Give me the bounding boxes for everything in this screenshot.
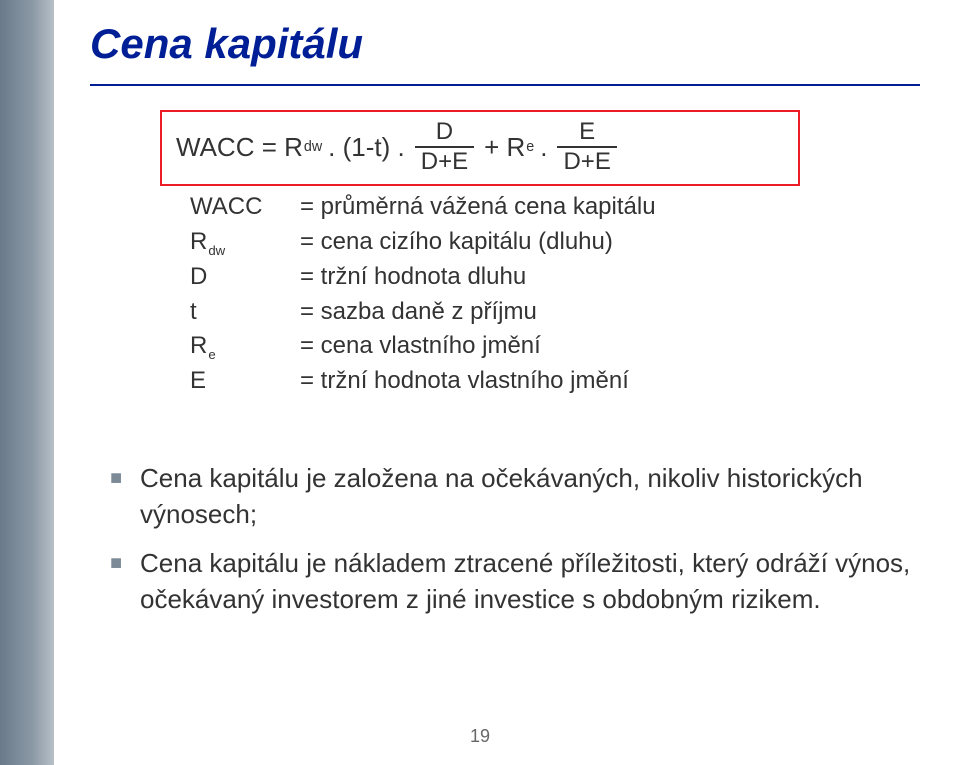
title-rule bbox=[90, 84, 920, 86]
frac1-den: D+E bbox=[415, 146, 474, 174]
bullet-text: Cena kapitálu je založena na očekávaných… bbox=[140, 460, 920, 533]
definition-list: WACC= průměrná vážená cena kapitáluRdw= … bbox=[190, 190, 656, 399]
sidebar-banner: Management Consulting bbox=[0, 0, 54, 765]
definition-text: = sazba daně z příjmu bbox=[300, 295, 537, 330]
wacc-formula: WACC = Rdw . (1-t) . D D+E + Re . E D+E bbox=[176, 120, 784, 174]
formula-lhs-sub: dw bbox=[304, 139, 322, 155]
definition-row: D= tržní hodnota dluhu bbox=[190, 260, 656, 295]
definition-row: t= sazba daně z příjmu bbox=[190, 295, 656, 330]
formula-plus-text: + R bbox=[484, 132, 525, 163]
definition-symbol: Rdw bbox=[190, 225, 300, 260]
slide: Management Consulting Cena kapitálu WACC… bbox=[0, 0, 960, 765]
definition-text: = cena vlastního jmění bbox=[300, 329, 541, 364]
definition-text: = tržní hodnota vlastního jmění bbox=[300, 364, 629, 399]
formula-plus-sub: e bbox=[526, 139, 534, 155]
definition-text: = průměrná vážená cena kapitálu bbox=[300, 190, 656, 225]
formula-lhs: WACC = Rdw bbox=[176, 132, 322, 163]
formula-frac1: D D+E bbox=[415, 120, 474, 174]
wacc-formula-box: WACC = Rdw . (1-t) . D D+E + Re . E D+E bbox=[160, 110, 800, 186]
formula-mult: . (1-t) . bbox=[328, 132, 405, 163]
formula-plus: + Re bbox=[484, 132, 534, 163]
formula-lhs-text: WACC = R bbox=[176, 132, 303, 163]
formula-dot2: . bbox=[540, 132, 547, 163]
bullet-text: Cena kapitálu je nákladem ztracené příle… bbox=[140, 545, 920, 618]
frac2-num: E bbox=[573, 120, 601, 146]
definition-row: Re= cena vlastního jmění bbox=[190, 329, 656, 364]
definition-symbol: E bbox=[190, 364, 300, 399]
bullet-item: ■Cena kapitálu je založena na očekávanýc… bbox=[110, 460, 920, 533]
definition-row: E= tržní hodnota vlastního jmění bbox=[190, 364, 656, 399]
definition-symbol: WACC bbox=[190, 190, 300, 225]
bullet-marker-icon: ■ bbox=[110, 545, 140, 618]
definition-symbol: Re bbox=[190, 329, 300, 364]
definition-row: Rdw= cena cizího kapitálu (dluhu) bbox=[190, 225, 656, 260]
frac2-den: D+E bbox=[557, 146, 616, 174]
bullet-item: ■Cena kapitálu je nákladem ztracené příl… bbox=[110, 545, 920, 618]
page-title: Cena kapitálu bbox=[90, 20, 363, 68]
frac1-num: D bbox=[430, 120, 459, 146]
bullet-list: ■Cena kapitálu je založena na očekávanýc… bbox=[110, 460, 920, 630]
formula-frac2: E D+E bbox=[557, 120, 616, 174]
page-number: 19 bbox=[0, 726, 960, 747]
definition-symbol: t bbox=[190, 295, 300, 330]
definition-text: = tržní hodnota dluhu bbox=[300, 260, 526, 295]
definition-text: = cena cizího kapitálu (dluhu) bbox=[300, 225, 613, 260]
bullet-marker-icon: ■ bbox=[110, 460, 140, 533]
definition-row: WACC= průměrná vážená cena kapitálu bbox=[190, 190, 656, 225]
definition-symbol: D bbox=[190, 260, 300, 295]
